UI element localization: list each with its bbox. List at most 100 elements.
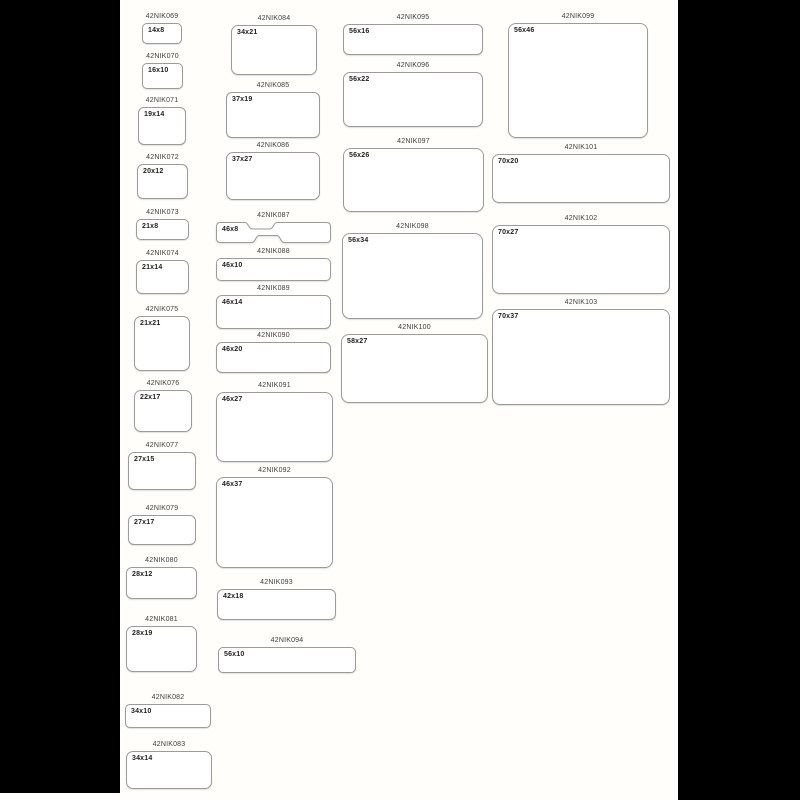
label-size: 21x14: [142, 264, 163, 271]
label-item-42NIK074: 42NIK074 21x14: [136, 250, 189, 294]
label-outline: [231, 25, 317, 75]
label-item-42NIK075: 42NIK075 21x21: [134, 306, 190, 371]
label-code: 42NIK101: [564, 144, 598, 151]
label-code: 42NIK073: [146, 209, 179, 216]
label-outline: [343, 148, 484, 212]
label-item-42NIK088: 42NIK088 46x10: [216, 248, 331, 281]
label-size: 56x34: [348, 237, 369, 244]
label-code: 42NIK070: [146, 53, 179, 60]
label-outline: [142, 23, 182, 44]
label-size: 46x37: [222, 481, 243, 488]
label-item-42NIK077: 42NIK077 27x15: [128, 442, 196, 490]
label-code: 42NIK085: [256, 82, 290, 89]
label-size: 21x8: [142, 223, 159, 230]
label-size: 70x27: [498, 229, 519, 236]
label-code: 42NIK097: [397, 138, 430, 145]
label-item-42NIK095: 42NIK095 56x16: [343, 14, 483, 55]
label-size: 21x21: [140, 320, 161, 327]
label-size: 34x21: [237, 29, 258, 36]
label-item-42NIK100: 42NIK100 58x27: [341, 324, 488, 403]
label-outline: [142, 63, 183, 89]
label-size: 46x14: [222, 299, 243, 306]
label-item-42NIK084: 42NIK084 34x21: [231, 15, 317, 75]
label-outline: [492, 309, 670, 405]
label-size: 28x12: [132, 571, 153, 578]
label-item-42NIK096: 42NIK096 56x22: [343, 62, 483, 127]
label-size: 56x16: [349, 28, 370, 35]
label-item-42NIK086: 42NIK086 37x27: [226, 142, 320, 200]
label-outline: [218, 647, 356, 673]
label-size: 37x19: [232, 96, 253, 103]
label-item-42NIK101: 42NIK101 70x20: [492, 144, 670, 203]
label-outline: [492, 225, 670, 294]
label-code: 42NIK084: [257, 15, 291, 22]
label-size: 70x20: [498, 158, 519, 165]
label-outline: [226, 152, 320, 200]
label-outline: [138, 107, 186, 145]
label-item-42NIK071: 42NIK071 19x14: [138, 97, 186, 145]
label-outline: [343, 72, 483, 127]
label-outline: [343, 24, 483, 55]
label-item-42NIK090: 42NIK090 46x20: [216, 332, 331, 373]
label-item-42NIK099: 42NIK099 56x46: [508, 13, 648, 138]
label-code: 42NIK080: [145, 557, 178, 564]
label-code: 42NIK096: [396, 62, 430, 69]
label-outline: [125, 704, 211, 728]
label-outline: [134, 316, 190, 371]
label-item-42NIK076: 42NIK076 22x17: [134, 380, 192, 432]
label-code: 42NIK092: [258, 467, 291, 474]
label-size: 46x27: [222, 396, 243, 403]
label-code: 42NIK100: [398, 324, 431, 331]
label-size: 27x15: [134, 456, 155, 463]
label-size: 27x17: [134, 519, 155, 526]
label-code: 42NIK083: [152, 741, 186, 748]
label-item-42NIK103: 42NIK103 70x37: [492, 299, 670, 405]
label-size: 42x18: [223, 593, 244, 600]
label-outline: [126, 567, 197, 599]
label-size: 56x46: [514, 27, 535, 34]
label-code: 42NIK081: [145, 616, 178, 623]
label-code: 42NIK099: [561, 13, 595, 20]
label-item-42NIK093: 42NIK093 42x18: [217, 579, 336, 620]
label-code: 42NIK072: [146, 154, 179, 161]
label-code: 42NIK076: [146, 380, 180, 387]
label-code: 42NIK103: [564, 299, 598, 306]
label-size: 14x8: [148, 27, 165, 34]
label-code: 42NIK074: [146, 250, 179, 257]
label-size: 70x37: [498, 313, 519, 320]
label-code: 42NIK077: [145, 442, 179, 449]
label-size: 46x10: [222, 262, 243, 269]
label-item-42NIK087: 42NIK087 46x8: [216, 212, 331, 243]
label-outline: [136, 219, 189, 240]
label-item-42NIK080: 42NIK080 28x12: [126, 557, 197, 599]
label-size: 58x27: [347, 338, 368, 345]
label-size: 34x14: [132, 755, 153, 762]
label-outline: [216, 258, 331, 281]
label-outline: [492, 154, 670, 203]
label-size: 46x8: [222, 226, 239, 233]
label-code: 42NIK088: [257, 248, 290, 255]
label-item-42NIK081: 42NIK081 28x19: [126, 616, 197, 672]
label-item-42NIK079: 42NIK079 27x17: [128, 505, 196, 545]
label-outline: [508, 23, 648, 138]
label-item-42NIK089: 42NIK089 46x14: [216, 285, 331, 329]
label-item-42NIK094: 42NIK094 56x10: [218, 637, 356, 673]
label-code: 42NIK098: [396, 223, 429, 230]
label-size: 16x10: [148, 67, 169, 74]
label-outline: [342, 233, 483, 319]
label-size: 34x10: [131, 708, 152, 715]
label-outline: [216, 392, 333, 462]
label-size: 19x14: [144, 111, 165, 118]
label-size: 28x19: [132, 630, 153, 637]
label-item-42NIK098: 42NIK098 56x34: [342, 223, 483, 319]
label-item-42NIK091: 42NIK091 46x27: [216, 382, 333, 462]
label-outline: [216, 477, 333, 568]
label-code: 42NIK094: [270, 637, 304, 644]
label-outline: [126, 626, 197, 672]
label-code: 42NIK086: [256, 142, 290, 149]
label-size: 56x22: [349, 76, 370, 83]
label-size: 46x20: [222, 346, 243, 353]
label-code: 42NIK089: [257, 285, 290, 292]
label-code: 42NIK090: [257, 332, 290, 339]
